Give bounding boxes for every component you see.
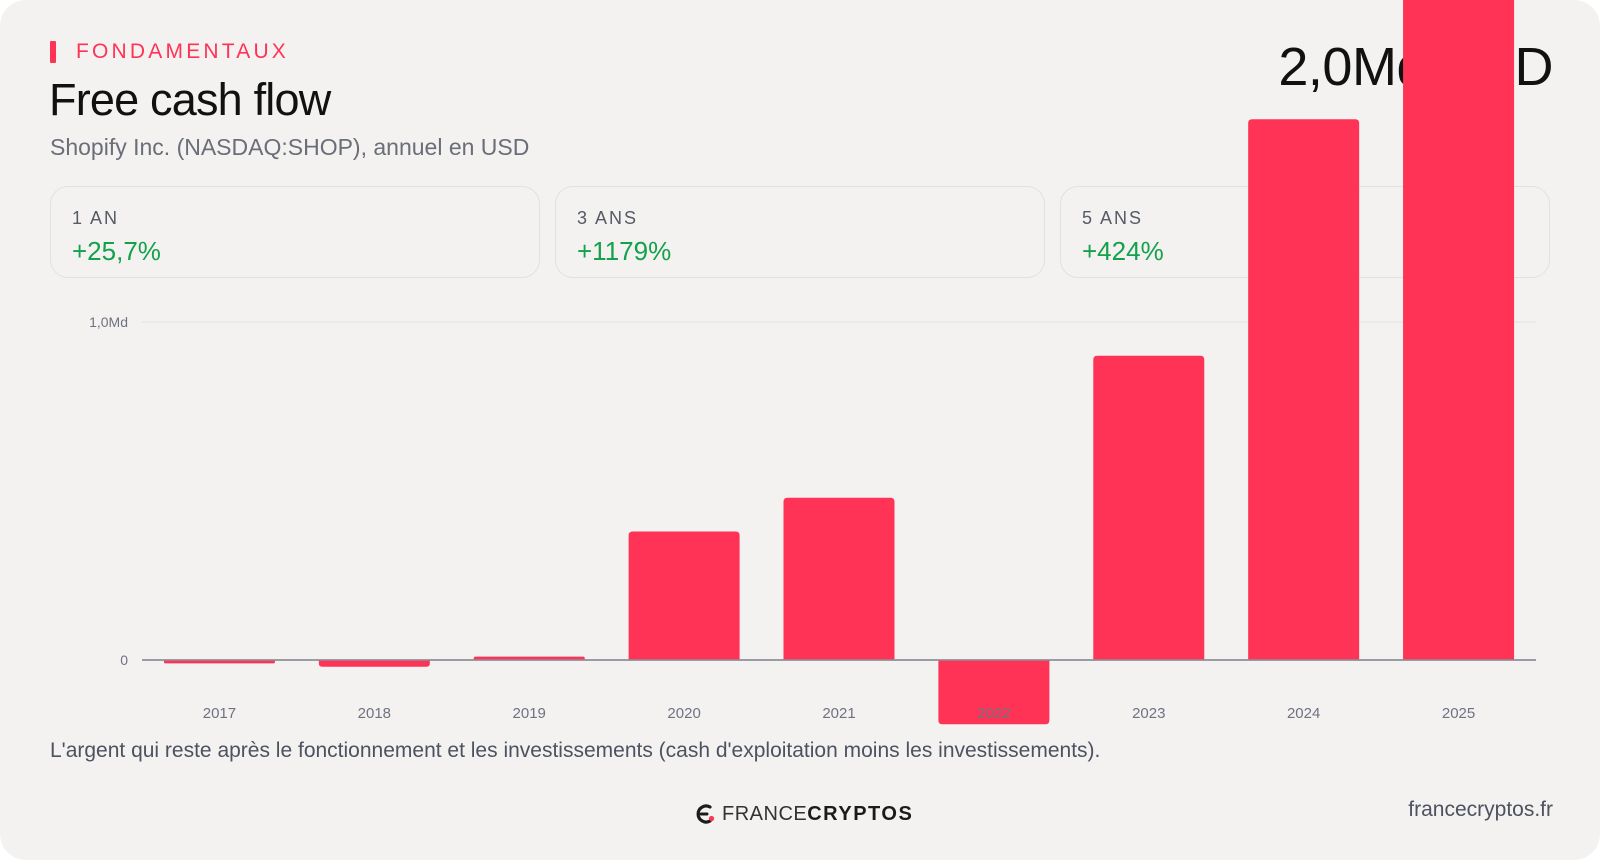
x-tick-label: 2017 <box>203 705 236 722</box>
x-tick-label: 2018 <box>358 705 391 722</box>
bar-2024 <box>1248 119 1360 660</box>
bar-2020 <box>628 531 740 660</box>
x-tick-label: 2023 <box>1132 705 1165 722</box>
eyebrow-accent-bar <box>50 41 56 63</box>
stat-label: 5 ANS <box>1082 208 1144 228</box>
bar-2019 <box>473 656 585 660</box>
x-tick-label: 2019 <box>513 705 546 722</box>
page-title: Free cash flow <box>49 74 331 125</box>
brand-logo: FRANCE CRYPTOS <box>694 800 913 828</box>
stat-label: 3 ANS <box>577 208 639 228</box>
bar-2023 <box>1093 355 1205 660</box>
brand-name-light: FRANCE <box>722 802 808 825</box>
y-tick-label: 1,0Md <box>89 314 128 330</box>
stat-card-3y: 3 ANS +1179% <box>555 186 1045 278</box>
stat-label: 1 AN <box>72 208 120 228</box>
bar-2022 <box>938 660 1050 725</box>
x-tick-label: 2020 <box>667 705 700 722</box>
x-tick-label: 2021 <box>822 705 855 722</box>
bar-2025 <box>1403 0 1515 660</box>
x-tick-label: 2024 <box>1287 705 1320 722</box>
stat-value: +25,7% <box>72 236 161 266</box>
stat-card-1y: 1 AN +25,7% <box>50 186 540 278</box>
brand-mark-icon <box>696 804 715 824</box>
eyebrow-label: FONDAMENTAUX <box>76 40 290 63</box>
chart-caption: L'argent qui reste après le fonctionneme… <box>50 739 1101 762</box>
x-tick-label: 2022 <box>977 705 1010 722</box>
brand-name-bold: CRYPTOS <box>807 802 914 825</box>
bar-2017 <box>163 660 275 664</box>
bar-2021 <box>783 497 895 660</box>
eyebrow: FONDAMENTAUX <box>50 40 289 64</box>
bar-2018 <box>318 660 430 667</box>
stat-value: +1179% <box>577 236 672 266</box>
x-tick-label: 2025 <box>1442 705 1475 722</box>
page-subtitle: Shopify Inc. (NASDAQ:SHOP), annuel en US… <box>50 134 530 160</box>
site-url: francecryptos.fr <box>1408 798 1553 821</box>
stat-value: +424% <box>1082 236 1164 266</box>
y-tick-label: 0 <box>120 652 128 668</box>
